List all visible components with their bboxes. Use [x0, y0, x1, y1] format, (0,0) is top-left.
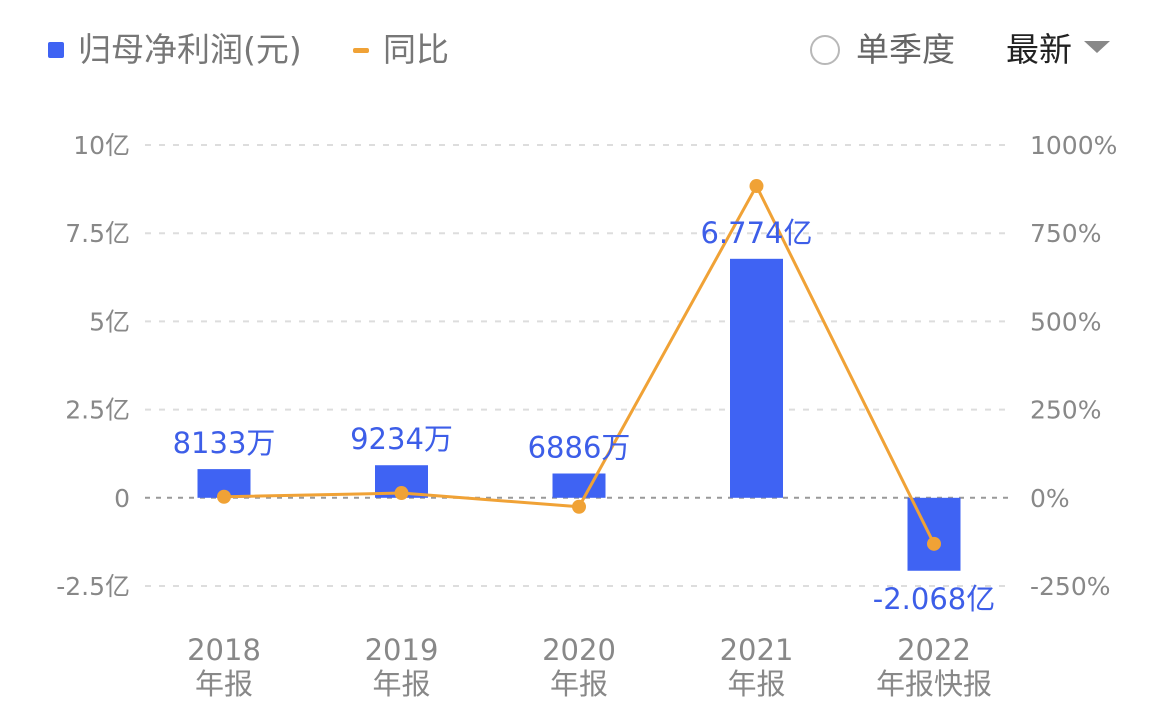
grid-lines — [145, 144, 1010, 587]
profit-bar[interactable] — [552, 473, 606, 498]
right-tick-label: 750% — [1030, 219, 1101, 248]
period-dropdown-label: 最新 — [1006, 30, 1072, 69]
x-label-report: 年报 — [372, 667, 430, 701]
bars — [197, 258, 961, 571]
yoy-point[interactable] — [394, 486, 409, 501]
left-axis-ticks: 10亿 7.5亿 5亿 2.5亿 0 -2.5亿 — [56, 131, 130, 601]
yoy-point[interactable] — [749, 179, 764, 194]
right-tick-label: 0% — [1030, 484, 1070, 513]
bar-value-label: -2.068亿 — [873, 582, 996, 616]
x-label-report: 年报 — [727, 667, 785, 701]
legend-line-swatch — [353, 47, 369, 53]
legend-item-yoy[interactable]: 同比 — [353, 28, 449, 72]
x-label-year: 2020 — [542, 633, 616, 667]
legend-bar-swatch — [48, 42, 64, 58]
left-tick-label: 2.5亿 — [65, 396, 130, 425]
right-tick-label: 1000% — [1030, 131, 1117, 160]
left-tick-label: -2.5亿 — [56, 572, 130, 601]
x-label-year: 2019 — [365, 633, 439, 667]
bar-value-label: 6.774亿 — [700, 216, 812, 250]
chart-header: 归母净利润(元) 同比 单季度 最新 — [0, 0, 1170, 100]
period-dropdown[interactable]: 最新 — [1006, 28, 1110, 72]
left-tick-label: 7.5亿 — [65, 219, 130, 248]
x-label-year: 2018 — [187, 633, 261, 667]
bar-value-label: 8133万 — [173, 426, 276, 460]
quarter-label: 单季度 — [856, 30, 955, 69]
profit-bar[interactable] — [730, 258, 783, 498]
quarter-radio-toggle[interactable]: 单季度 — [810, 28, 955, 72]
right-axis-ticks: 1000% 750% 500% 250% 0% -250% — [1030, 131, 1117, 601]
left-tick-label: 0 — [114, 484, 130, 513]
right-tick-label: 250% — [1030, 396, 1101, 425]
bar-data-labels: 8133万 9234万 6886万 6.774亿 -2.068亿 — [173, 216, 996, 616]
right-tick-label: 500% — [1030, 307, 1101, 336]
x-label-report: 年报快报 — [876, 667, 992, 701]
yoy-point[interactable] — [927, 536, 941, 551]
left-tick-label: 5亿 — [89, 307, 130, 336]
yoy-point[interactable] — [217, 489, 231, 504]
left-tick-label: 10亿 — [73, 131, 130, 160]
x-label-report: 年报 — [195, 667, 253, 701]
radio-circle-icon[interactable] — [810, 35, 840, 65]
right-tick-label: -250% — [1030, 572, 1111, 601]
yoy-point[interactable] — [572, 499, 586, 514]
x-label-year: 2022 — [897, 633, 971, 667]
legend-item-net-profit[interactable]: 归母净利润(元) — [48, 28, 302, 72]
caret-down-icon — [1084, 41, 1110, 53]
x-label-report: 年报 — [550, 667, 608, 701]
legend-label-net-profit: 归母净利润(元) — [78, 30, 302, 69]
legend-label-yoy: 同比 — [383, 30, 449, 69]
bar-value-label: 6886万 — [528, 431, 631, 465]
bar-value-label: 9234万 — [350, 422, 453, 456]
x-label-year: 2021 — [720, 633, 794, 667]
yoy-line — [217, 179, 941, 551]
